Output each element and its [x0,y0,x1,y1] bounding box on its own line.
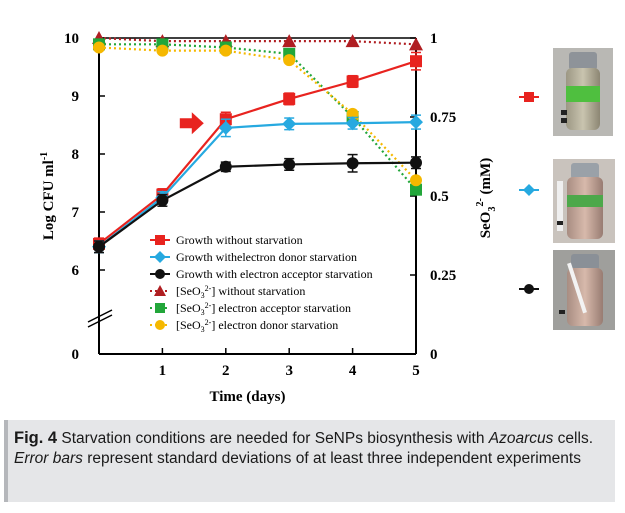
legend-label: Growth with electron acceptor starvation [176,267,373,281]
series-5 [93,41,422,187]
side-key-marker [523,184,535,196]
series-0 [93,51,422,251]
caption-text-1: Starvation conditions are needed for SeN… [57,430,489,447]
series-line [98,60,417,245]
y-tick-label-left: 7 [72,205,80,221]
vial-photo-1 [553,48,613,136]
side-key-marker [524,92,534,102]
legend-label: Growth withelectron donor starvation [176,250,357,264]
data-point [93,41,105,54]
data-point [410,183,422,196]
x-tick-label: 5 [412,363,420,379]
axis-break-mark [87,309,113,323]
x-axis-title: Time (days) [210,389,286,405]
legend-marker [154,285,166,296]
y-axis-title-right: SeO32- (mM) [475,158,498,238]
data-point [345,34,360,48]
x-tick-label: 4 [349,363,357,379]
y-tick-label-left: 8 [72,147,80,163]
data-point [410,156,422,169]
data-point [219,160,232,173]
data-point [346,157,359,170]
caption-text-3: represent standard deviations of at leas… [82,450,581,467]
plot-frame [87,37,417,355]
y-tick-label-left: 0 [72,347,80,363]
series-line [98,161,417,248]
caption-italic-1: Azoarcus [488,430,554,447]
y-tick-label-left: 9 [72,89,80,105]
side-marker-key [519,92,539,294]
y-tick-label-right: 0 [430,347,438,363]
series-3 [92,31,423,51]
annotation-arrow [179,112,204,135]
series-line [98,121,417,248]
side-key-marker [524,284,534,294]
chart: 1 2 3 4 5 Time (days) 0 6 7 8 9 10 Log CFU ml-1 0 0.25… [39,31,615,405]
caption-label: Fig. 4 [14,429,58,447]
series-line [99,43,417,191]
data-point [156,194,169,207]
data-point [282,34,297,48]
axis-break-mark [87,314,113,328]
series-line [98,36,417,46]
data-point [218,120,233,135]
caption-italic-2: Error bars [14,450,83,467]
caption-accent-bar [4,420,8,502]
vial-photo-2 [553,159,615,243]
data-point [346,75,359,88]
arrow-shape [179,112,204,135]
figure-caption: Fig. 4 Starvation conditions are needed … [4,420,615,502]
legend-marker [155,269,165,279]
legend-label: [SeO32-] without starvation [176,284,305,300]
figure-panel: 1 2 3 4 5 Time (days) 0 6 7 8 9 10 Log CFU ml-1 0 0.25… [4,2,619,420]
legend-marker [155,303,165,313]
data-point [283,54,296,67]
data-point [219,44,232,57]
data-point [156,44,169,57]
series-4 [93,38,422,196]
series-layer [92,31,423,254]
y-tick-label-right: 0.25 [430,268,456,284]
axes-labels: 1 2 3 4 5 Time (days) 0 6 7 8 9 10 Log CFU ml-1 0 0.25… [39,31,498,405]
data-point [282,116,297,131]
data-point [283,92,296,105]
legend-label: Growth without starvation [176,233,303,247]
data-point [345,116,360,131]
legend-marker [154,251,166,263]
y-tick-label-right: 0.75 [430,110,456,126]
data-point [410,55,422,68]
y-tick-label-left: 6 [72,263,80,279]
x-tick-label: 1 [159,363,167,379]
data-point [409,115,423,130]
x-tick-label: 3 [285,363,293,379]
y-tick-label-right: 1 [430,31,438,47]
data-point [283,158,296,171]
y-tick-label-left: 10 [64,31,79,47]
series-2 [93,153,422,254]
y-tick-label-right: 0.5 [430,189,449,205]
data-point [409,37,423,51]
x-tick-label: 2 [222,363,230,379]
data-point [410,174,422,187]
legend-label: [SeO32-] electron donor starvation [176,318,338,334]
legend-marker [155,235,165,245]
legend: Growth without starvation Growth withelec… [150,233,373,334]
series-line [98,46,417,181]
legend-marker [155,320,165,330]
y-axis-title-left: Log CFU ml-1 [39,152,57,240]
data-point [93,240,105,253]
legend-label: [SeO32-] electron acceptor starvation [176,301,351,317]
caption-text-2: cells. [553,430,593,447]
vial-photo-3 [553,250,615,330]
